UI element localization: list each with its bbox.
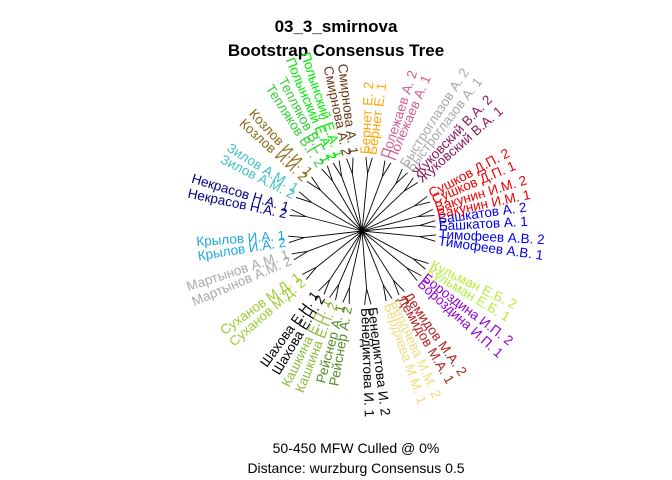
branch-edge [361,205,415,232]
leaf-edge [382,284,393,299]
leaf-edge [338,160,343,177]
branch-edge [329,230,363,280]
branch-edge [361,190,405,232]
leaf-edge [346,158,353,174]
leaf-edge [305,266,317,280]
leaf-edge [403,177,414,192]
leaf-label: Бенедиктова И. 1 [358,308,377,418]
leaf-edge [392,279,405,292]
branch-edge [361,224,420,232]
leaf-edge [382,284,387,302]
leaf-edge [326,165,334,182]
leaf-edge [365,157,369,174]
leaf-edge [414,195,428,207]
branch-edge [361,216,419,232]
leaf-edge [323,279,331,295]
leaf-label: Башкатов А. 1 [438,214,528,234]
leaf-edge [412,258,426,270]
leaf-edge [351,157,354,174]
leaf-edge [419,220,436,226]
branch-edge [361,230,420,238]
leaf-edge [293,250,308,261]
branch-edge [361,173,369,232]
branch-edge [361,230,408,269]
branch-edge [305,216,363,232]
leaf-edge [291,208,306,217]
leaf-edge [367,157,373,174]
branch-edge [361,230,384,286]
branch-edge [348,230,363,288]
leaf-edge [406,267,418,281]
caption-mfw: 50-450 MFW Culled @ 0% [272,440,440,456]
leaf-edge [298,191,312,203]
branch-edge [316,230,363,268]
branch-edge [311,202,363,232]
leaf-edge [329,283,340,298]
chart-title: 03_3_smirnova [274,17,398,36]
leaf-edge [291,250,308,255]
branch-edge [338,230,363,285]
branch-edge [361,230,394,281]
leaf-edge [288,237,305,244]
branch-edge [361,230,368,289]
leaf-edge [311,176,321,191]
leaf-edge [295,196,312,203]
leaf-edge [306,181,321,191]
leaf-edge [395,172,408,185]
leaf-edge [364,288,368,306]
branch-edge [304,230,363,239]
leaf-edge [419,236,436,242]
leaf-edge [381,162,392,177]
leaf-edge [332,162,343,177]
chart-subtitle: Bootstrap Consensus Tree [227,41,445,60]
leaf-edge [301,266,317,275]
branch-edge [361,183,397,232]
leaf-edge [419,234,436,238]
leaf-edge [406,267,422,276]
leaf-edge [395,168,403,184]
branch-edge [361,230,414,260]
branch-edge [332,180,363,232]
leaf-edge [414,201,431,207]
leaf-edge [288,235,305,239]
leaf-edge [392,279,400,296]
leaf-edge [418,208,433,217]
leaf-edge [366,288,372,305]
leaf-edge [419,224,436,228]
leaf-edge [418,215,435,217]
caption-distance: Distance: wurzburg Consensus 0.5 [247,460,465,476]
leaf-label: Бернет Е. 2 [358,81,377,154]
branch-edge [307,230,363,252]
leaf-edge [318,279,331,292]
branch-edge [361,176,383,232]
leaf-edge [381,160,386,177]
leaf-edge [335,284,340,301]
branch-edge [351,173,363,232]
leaf-edge [403,182,419,192]
leaf-edge [321,168,333,182]
leaf-edge [342,287,350,303]
leaf-label: Тимофеев А.В. 2 [439,227,545,248]
branch-edge [341,176,363,232]
leaf-label: Крылов И.А. 1 [196,228,286,249]
leaf-edge [412,258,429,264]
tree-edges [288,157,436,306]
branch-edge [320,189,363,232]
leaf-edge [289,215,306,217]
